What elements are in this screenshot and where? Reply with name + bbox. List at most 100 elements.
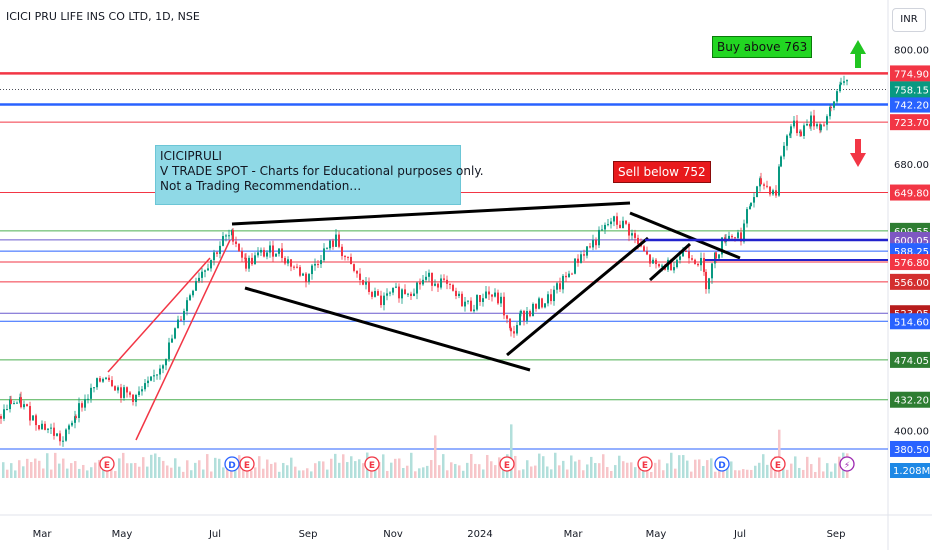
event-marker-5[interactable] <box>637 456 653 472</box>
candle-body <box>356 270 358 274</box>
volume-bar <box>290 457 293 478</box>
volume-bar <box>110 462 113 478</box>
candle-body <box>488 291 490 295</box>
event-marker-7[interactable] <box>770 456 786 472</box>
event-marker-4[interactable] <box>499 456 515 472</box>
volume-bar <box>322 461 325 478</box>
candle-body <box>431 272 433 286</box>
volume-bar <box>702 466 705 478</box>
volume-bar <box>166 465 169 478</box>
event-marker-0[interactable] <box>99 456 115 472</box>
candle-body <box>201 271 203 278</box>
candle-body <box>428 272 430 277</box>
trendline-3[interactable] <box>629 211 741 260</box>
candle-body <box>816 124 818 127</box>
volume-bar <box>406 465 409 478</box>
candle-body <box>813 115 815 127</box>
volume-bar <box>650 471 653 478</box>
candle-body <box>296 266 298 268</box>
trendline-1[interactable] <box>244 286 531 372</box>
candle-body <box>114 386 116 391</box>
volume-bar <box>42 468 45 478</box>
currency-button[interactable]: INR <box>892 8 926 32</box>
event-marker-2[interactable] <box>239 456 255 472</box>
event-marker-1[interactable] <box>224 456 240 472</box>
candle-body <box>75 416 77 418</box>
candle-body <box>703 257 705 272</box>
candle-body <box>135 395 137 402</box>
candle-body <box>174 328 176 339</box>
candle-body <box>111 380 113 387</box>
candle-body <box>538 298 540 309</box>
candle-body <box>29 406 31 421</box>
trendline-4[interactable] <box>648 242 692 282</box>
volume-bar <box>114 471 117 478</box>
candle-body <box>156 374 158 376</box>
x-tick-0: Mar <box>33 529 53 540</box>
candle-body <box>547 294 549 304</box>
volume-bar <box>566 469 569 478</box>
trendline-0[interactable] <box>231 201 631 226</box>
candle-body <box>353 264 355 271</box>
volume-bar <box>578 459 581 478</box>
volume-bar <box>586 464 589 478</box>
candle-body <box>622 220 624 229</box>
red-trendline-0[interactable] <box>107 257 211 373</box>
volume-bar <box>718 469 721 478</box>
volume-bar <box>638 460 641 478</box>
volume-bar <box>274 462 277 478</box>
candle-body <box>389 292 391 294</box>
volume-bar <box>570 455 573 478</box>
volume-bar <box>398 458 401 478</box>
candle-body <box>180 319 182 321</box>
candle-body <box>595 240 597 246</box>
volume-bar <box>610 470 613 478</box>
volume-bar <box>330 458 333 478</box>
event-marker-6[interactable] <box>714 456 730 472</box>
candle-body <box>183 311 185 321</box>
volume-bar <box>594 463 597 478</box>
volume-bar <box>150 454 153 478</box>
volume-bar <box>138 466 141 478</box>
candle-body <box>836 91 838 102</box>
candle-body <box>550 294 552 302</box>
red-trendline-1[interactable] <box>135 239 231 441</box>
candle-body <box>519 313 521 326</box>
candle-body <box>491 294 493 297</box>
candle-body <box>500 296 502 304</box>
volume-bar <box>214 457 217 478</box>
volume-bar <box>170 467 173 478</box>
candle-body <box>679 256 681 260</box>
candle-body <box>749 206 751 210</box>
volume-bar <box>390 462 393 478</box>
volume-bar <box>562 460 565 478</box>
candle-body <box>260 249 262 253</box>
event-marker-8[interactable] <box>839 456 855 472</box>
candle-body <box>251 257 253 265</box>
candle-body <box>810 115 812 127</box>
trendline-2[interactable] <box>506 236 649 357</box>
volume-bar <box>494 465 497 478</box>
candle-body <box>580 254 582 263</box>
volume-bar <box>474 463 477 478</box>
candle-body <box>225 235 227 237</box>
volume-bar <box>458 465 461 478</box>
volume-bar <box>446 470 449 478</box>
volume-bar <box>438 465 441 478</box>
candle-body <box>380 295 382 306</box>
candle-body <box>820 124 822 131</box>
volume-bar <box>670 452 673 478</box>
candle-body <box>734 237 736 239</box>
volume-bar <box>298 470 301 478</box>
volume-bar <box>86 470 89 478</box>
volume-bar <box>122 452 125 478</box>
volume-bar <box>50 469 53 478</box>
candle-body <box>769 186 771 195</box>
candle-body <box>41 423 43 430</box>
note-line-2: V TRADE SPOT - Charts for Educational pu… <box>160 164 484 178</box>
candle-body <box>47 428 49 430</box>
volume-bar <box>362 463 365 478</box>
candle-body <box>485 291 487 299</box>
event-marker-3[interactable] <box>364 456 380 472</box>
